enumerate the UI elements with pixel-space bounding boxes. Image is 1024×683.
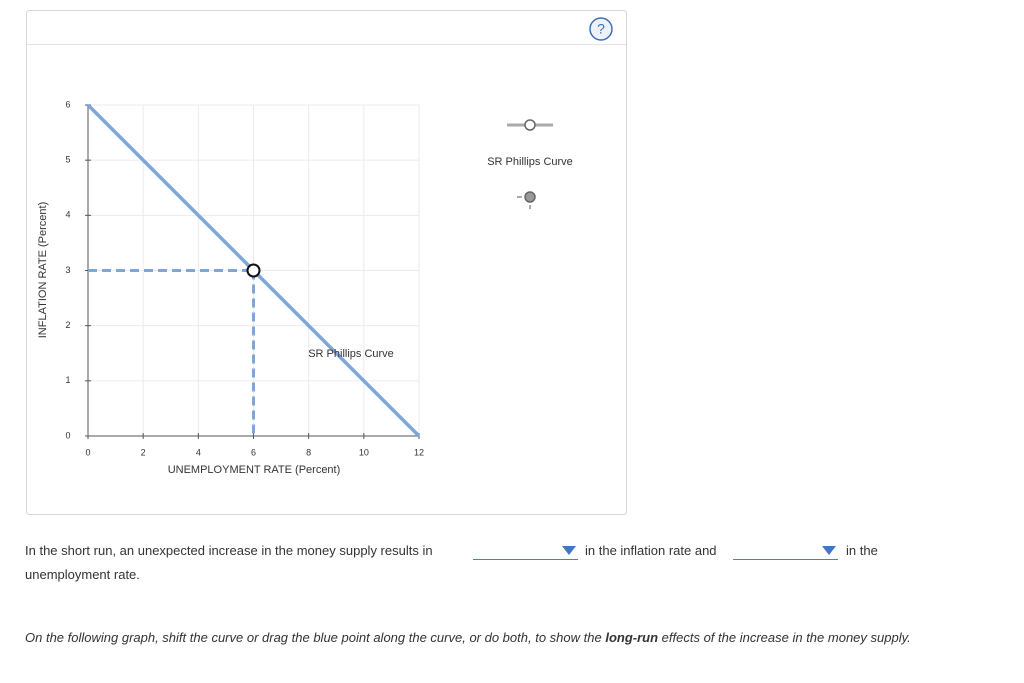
- x-tick-label: 12: [414, 447, 424, 457]
- palette-curve-handle[interactable]: [524, 119, 536, 131]
- help-label[interactable]: ?: [597, 21, 605, 37]
- help-icon[interactable]: [589, 17, 613, 41]
- graph-panel: ? INFLATION RATE (Percent) UNEMPLOYMENT …: [26, 10, 627, 515]
- palette-point-tool[interactable]: [517, 191, 536, 209]
- dropdown-arrow[interactable]: [822, 546, 836, 555]
- question-text: In the short run, an unexpected increase…: [25, 543, 433, 558]
- legend-label: SR Phillips Curve: [487, 156, 573, 168]
- draggable-point[interactable]: [246, 263, 261, 278]
- panel-border: [26, 10, 627, 515]
- help-button[interactable]: ?: [589, 17, 613, 41]
- y-tick-label: 3: [65, 265, 70, 275]
- legend-palette: SR Phillips Curve: [487, 119, 573, 209]
- x-tick-label: 8: [306, 447, 311, 457]
- y-tick-label: 1: [65, 375, 70, 385]
- palette-point-icon[interactable]: [524, 191, 536, 203]
- x-tick-label: 2: [141, 447, 146, 457]
- x-tick-label: 0: [85, 447, 90, 457]
- y-tick-label: 0: [65, 430, 70, 440]
- question-text: in the: [846, 543, 878, 558]
- y-tick-label: 4: [65, 210, 70, 220]
- instruction-emphasis: long-run: [605, 630, 659, 645]
- x-axis-label: UNEMPLOYMENT RATE (Percent): [168, 464, 341, 476]
- x-tick-label: 6: [251, 447, 256, 457]
- y-axis-label: INFLATION RATE (Percent): [37, 202, 49, 339]
- instruction-text: effects of the increase in the money sup…: [661, 630, 911, 645]
- y-tick-label: 2: [65, 320, 70, 330]
- palette-curve-tool[interactable]: [507, 119, 553, 131]
- y-tick-label: 6: [65, 99, 70, 109]
- x-tick-label: 4: [196, 447, 201, 457]
- dropdown[interactable]: [733, 541, 838, 560]
- curve-label: SR Phillips Curve: [308, 348, 394, 360]
- instruction: On the following graph, shift the curve …: [25, 626, 965, 650]
- dropdown-arrow[interactable]: [562, 546, 576, 555]
- instruction-text: On the following graph, shift the curve …: [25, 630, 602, 645]
- y-tick-label: 5: [65, 155, 70, 165]
- question-text: unemployment rate.: [25, 567, 140, 582]
- x-tick-label: 10: [359, 447, 369, 457]
- dropdown[interactable]: [473, 541, 578, 560]
- question-text: in the inflation rate and: [585, 543, 717, 558]
